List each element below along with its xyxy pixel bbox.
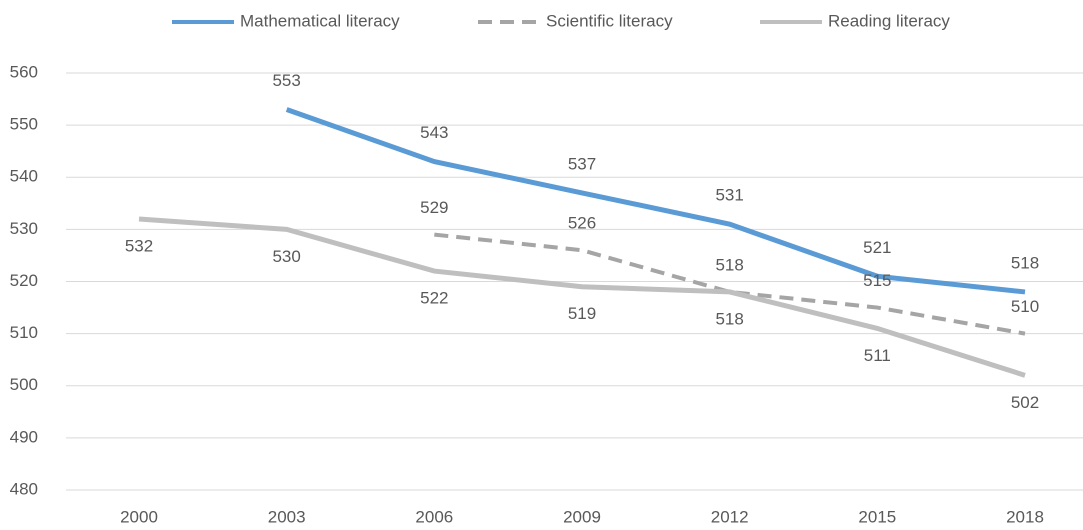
y-tick-label: 530 — [10, 219, 38, 238]
data-label: 511 — [864, 346, 891, 365]
x-tick-label: 2012 — [711, 507, 749, 526]
y-tick-label: 540 — [10, 167, 38, 186]
data-label: 526 — [568, 214, 596, 233]
data-label: 515 — [863, 271, 891, 290]
series-line — [285, 107, 1026, 295]
data-label: 553 — [272, 71, 300, 90]
x-tick-label: 2000 — [120, 507, 158, 526]
x-tick-label: 2003 — [268, 507, 306, 526]
legend-label: Reading literacy — [828, 11, 950, 30]
data-label: 537 — [568, 154, 596, 173]
data-label: 532 — [125, 236, 153, 255]
data-label: 521 — [863, 238, 891, 257]
y-tick-label: 510 — [10, 323, 38, 342]
x-tick-label: 2009 — [563, 507, 601, 526]
data-label: 502 — [1011, 393, 1039, 412]
series-line — [434, 232, 1026, 336]
x-tick-label: 2015 — [858, 507, 896, 526]
legend-label: Scientific literacy — [546, 11, 673, 30]
data-label: 518 — [1011, 253, 1039, 272]
data-label: 530 — [272, 247, 300, 266]
data-label: 519 — [568, 304, 596, 323]
y-tick-label: 520 — [10, 271, 38, 290]
x-tick-label: 2006 — [415, 507, 453, 526]
data-label: 543 — [420, 123, 448, 142]
data-label: 529 — [420, 198, 448, 217]
y-tick-label: 500 — [10, 375, 38, 394]
y-tick-label: 560 — [10, 62, 38, 81]
data-label: 522 — [420, 289, 448, 308]
data-label: 510 — [1011, 297, 1039, 316]
series-line — [138, 216, 1026, 378]
y-tick-label: 550 — [10, 115, 38, 134]
y-tick-label: 490 — [10, 427, 38, 446]
y-tick-label: 480 — [10, 479, 38, 498]
x-tick-label: 2018 — [1006, 507, 1044, 526]
data-label: 518 — [715, 309, 743, 328]
data-label: 518 — [715, 255, 743, 274]
data-label: 531 — [715, 186, 743, 205]
legend-label: Mathematical literacy — [240, 11, 400, 30]
